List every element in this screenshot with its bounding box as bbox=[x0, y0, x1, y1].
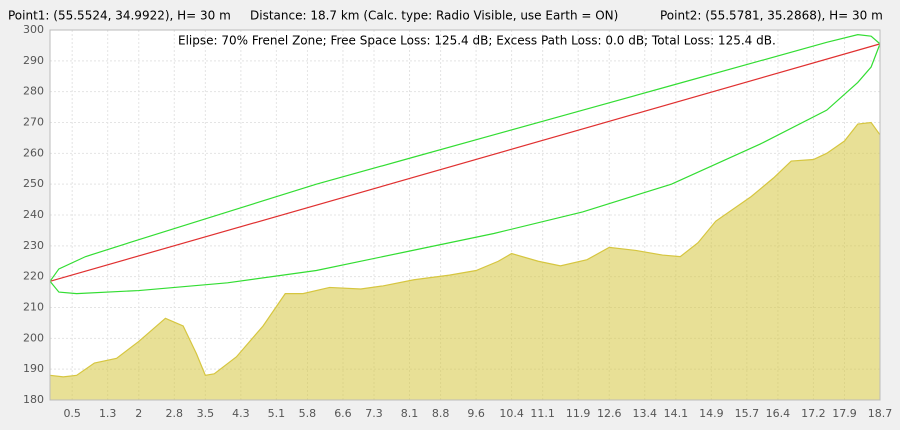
profile-line bbox=[49, 43, 881, 295]
terrain-area bbox=[50, 122, 880, 400]
plot-frame bbox=[49, 29, 881, 401]
x-tick-label: 4.3 bbox=[232, 407, 250, 420]
profile-line bbox=[49, 43, 881, 282]
loss-info: Elipse: 70% Frenel Zone; Free Space Loss… bbox=[178, 34, 776, 48]
x-tick-label: 8.8 bbox=[432, 407, 450, 420]
y-tick-label: 200 bbox=[23, 331, 44, 344]
y-tick-label: 190 bbox=[23, 362, 44, 375]
y-tick-label: 180 bbox=[23, 393, 44, 406]
x-tick-label: 0.5 bbox=[63, 407, 81, 420]
x-tick-label: 11.1 bbox=[530, 407, 555, 420]
x-tick-label: 2 bbox=[135, 407, 142, 420]
x-tick-label: 13.4 bbox=[633, 407, 658, 420]
x-tick-label: 1.3 bbox=[99, 407, 117, 420]
x-tick-label: 5.8 bbox=[299, 407, 317, 420]
x-tick-label: 8.1 bbox=[401, 407, 419, 420]
x-tick-label: 6.6 bbox=[334, 407, 352, 420]
x-tick-label: 17.2 bbox=[801, 407, 826, 420]
y-tick-label: 300 bbox=[23, 23, 44, 36]
x-tick-label: 18.7 bbox=[868, 407, 893, 420]
x-tick-label: 9.6 bbox=[467, 407, 485, 420]
y-tick-label: 240 bbox=[23, 208, 44, 221]
x-tick-label: 3.5 bbox=[197, 407, 215, 420]
x-tick-label: 11.9 bbox=[566, 407, 591, 420]
y-tick-label: 220 bbox=[23, 270, 44, 283]
y-tick-label: 230 bbox=[23, 239, 44, 252]
profile-line bbox=[49, 34, 881, 282]
distance-label: Distance: 18.7 km (Calc. type: Radio Vis… bbox=[250, 9, 618, 23]
x-tick-label: 5.1 bbox=[268, 407, 286, 420]
y-tick-label: 280 bbox=[23, 85, 44, 98]
y-tick-label: 250 bbox=[23, 177, 44, 190]
x-tick-label: 2.8 bbox=[166, 407, 184, 420]
x-tick-label: 14.9 bbox=[699, 407, 724, 420]
y-tick-label: 210 bbox=[23, 301, 44, 314]
x-tick-label: 7.3 bbox=[365, 407, 383, 420]
x-tick-label: 10.4 bbox=[499, 407, 524, 420]
x-tick-label: 14.1 bbox=[664, 407, 689, 420]
x-tick-label: 12.6 bbox=[597, 407, 622, 420]
plot: 180 190 200 210 220 230 240 250 260 270 280 290 300 0… bbox=[23, 23, 892, 420]
x-tick-label: 16.4 bbox=[766, 407, 791, 420]
x-tick-label: 15.7 bbox=[735, 407, 760, 420]
y-tick-label: 290 bbox=[23, 54, 44, 67]
y-tick-label: 260 bbox=[23, 146, 44, 159]
y-tick-label: 270 bbox=[23, 116, 44, 129]
terrain-line bbox=[49, 121, 881, 378]
point2-label: Point2: (55.5781, 35.2868), H= 30 m bbox=[660, 9, 883, 23]
x-tick-label: 17.9 bbox=[832, 407, 857, 420]
point1-label: Point1: (55.5524, 34.9922), H= 30 m bbox=[8, 9, 231, 23]
